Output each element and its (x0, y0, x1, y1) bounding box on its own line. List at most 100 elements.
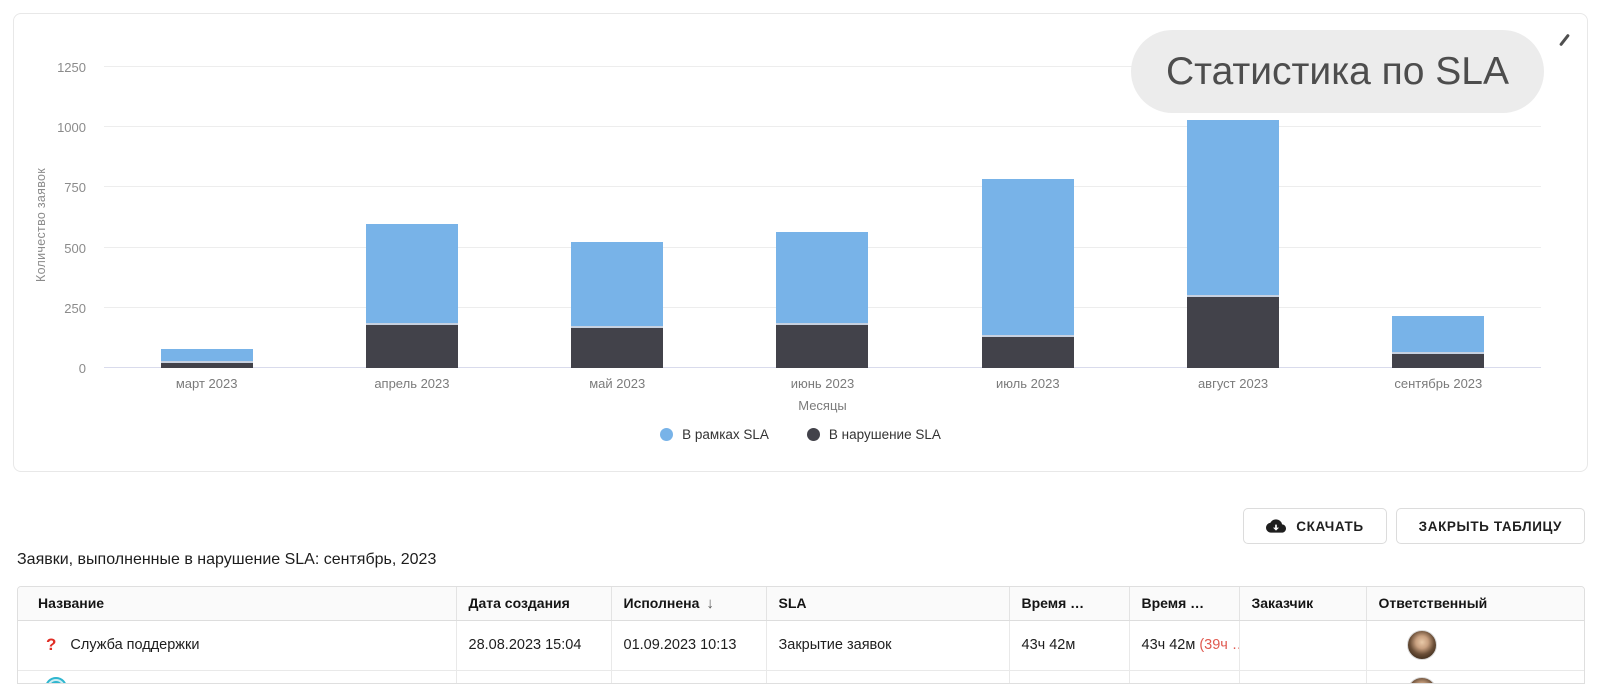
x-axis-label: июнь 2023 (790, 376, 855, 391)
column-header-label: Время … (1141, 595, 1205, 612)
column-header-label: Дата создания (468, 595, 570, 612)
x-axis-label: август 2023 (1197, 376, 1269, 391)
x-axis-title: Месяцы (798, 398, 847, 413)
table-row[interactable]: ? Служба поддержки 28.08.2023 15:04 01.0… (18, 620, 1584, 671)
status-globe-icon (45, 676, 67, 683)
table-actions: СКАЧАТЬ ЗАКРЫТЬ ТАБЛИЦУ (1243, 508, 1585, 544)
bar-slot (925, 67, 1130, 368)
y-tick-label: 500 (64, 240, 86, 256)
overdue-time: (39ч … (1199, 637, 1238, 653)
close-table-button-label: ЗАКРЫТЬ ТАБЛИЦУ (1418, 518, 1562, 534)
y-axis-ticks: 0 250 500 750 1000 1250 (14, 60, 86, 376)
stacked-bar-июнь-2023[interactable] (776, 231, 869, 368)
column-header-6[interactable]: Заказчик (1239, 587, 1367, 621)
column-header-label: Исполнена (623, 594, 700, 611)
y-tick-label: 250 (64, 300, 86, 316)
x-axis-label: сентябрь 2023 (1394, 376, 1483, 391)
x-axis-label: июль 2023 (995, 376, 1060, 391)
chart-title-tooltip: Статистика по SLA (1131, 30, 1544, 113)
bar-segment[interactable] (1392, 316, 1485, 354)
time-total-value: 43ч 42м (1141, 637, 1196, 653)
column-header-label: Время … (1021, 595, 1085, 612)
y-tick-label: 1000 (57, 120, 86, 136)
bar-segment[interactable] (981, 178, 1074, 337)
legend-dot-icon (660, 428, 674, 441)
column-header-4[interactable]: Время … (1009, 587, 1130, 621)
cell-empty (1129, 670, 1240, 683)
sla-chart-card: Количество заявок 0 250 500 750 1000 1250 мар… (13, 13, 1588, 472)
cell-name: ? Служба поддержки (18, 620, 457, 671)
bar-segment[interactable] (776, 231, 869, 325)
bar-segment[interactable] (365, 324, 458, 368)
y-tick-label: 750 (64, 180, 86, 196)
bar-segment[interactable] (365, 223, 458, 325)
cell-empty (1009, 670, 1130, 683)
column-header-label: SLA (778, 595, 807, 612)
stacked-bar-март-2023[interactable] (160, 348, 253, 368)
bar-slot (720, 67, 925, 368)
cell-empty (611, 670, 767, 683)
y-tick-label: 1250 (57, 60, 86, 75)
column-header-label: Название (38, 595, 105, 612)
close-table-button[interactable]: ЗАКРЫТЬ ТАБЛИЦУ (1395, 508, 1585, 544)
cell-name (18, 670, 457, 683)
cell-empty (766, 670, 1010, 683)
legend-item[interactable]: В рамках SLA (660, 427, 769, 442)
column-header-1[interactable]: Дата создания (456, 587, 612, 621)
table-row-partial[interactable] (18, 670, 1584, 683)
cell-responsible (1366, 620, 1584, 671)
sort-desc-icon[interactable]: ↓ (706, 594, 714, 612)
bar-segment[interactable] (571, 241, 664, 329)
plot-area (104, 66, 1541, 368)
responsible-avatar (1406, 630, 1437, 660)
column-header-label: Ответственный (1378, 595, 1488, 612)
bar-slot (1336, 67, 1541, 368)
download-button[interactable]: СКАЧАТЬ (1243, 508, 1387, 544)
cell-empty (1239, 670, 1367, 683)
issue-name: Служба поддержки (70, 637, 200, 653)
column-header-3[interactable]: SLA (766, 587, 1010, 621)
table-header-row: Название Дата создания Исполнена ↓ SLA Время … (18, 587, 1584, 621)
cloud-download-icon (1266, 516, 1287, 536)
column-header-0[interactable]: Название (18, 587, 457, 621)
responsible-avatar (1406, 676, 1437, 683)
stacked-bar-сентябрь-2023[interactable] (1392, 316, 1485, 368)
bar-segment[interactable] (1392, 353, 1485, 368)
download-button-label: СКАЧАТЬ (1296, 518, 1364, 534)
cell-sla: Закрытие заявок (766, 620, 1010, 671)
gridline-1250 (104, 66, 1541, 67)
y-tick-label: 0 (78, 361, 86, 376)
cell-customer (1239, 620, 1367, 671)
bar-slot (309, 67, 514, 368)
stacked-bar-май-2023[interactable] (571, 241, 664, 368)
x-axis-labels: март 2023 апрель 2023 май 2023 июнь 2023 июл… (104, 376, 1541, 391)
bar-segment[interactable] (776, 324, 869, 368)
chart-legend: В рамках SLA В нарушение SLA (14, 427, 1587, 442)
stacked-bar-август-2023[interactable] (1187, 119, 1280, 368)
gridline-1000 (104, 126, 1541, 128)
cell-time-spent: 43ч 42м (1009, 620, 1130, 671)
bar-segment[interactable] (160, 363, 253, 368)
x-axis-label: март 2023 (175, 376, 238, 391)
cell-time-total: 43ч 42м(39ч … (1129, 620, 1240, 671)
x-axis-label: апрель 2023 (374, 376, 450, 391)
bars-layer (104, 67, 1541, 368)
bar-segment[interactable] (571, 328, 664, 368)
legend-item[interactable]: В нарушение SLA (806, 427, 941, 442)
legend-label: В рамках SLA (682, 427, 769, 442)
bar-segment[interactable] (981, 336, 1074, 368)
column-header-2[interactable]: Исполнена ↓ (611, 587, 767, 621)
column-header-label: Заказчик (1251, 595, 1314, 612)
bar-slot (104, 67, 309, 368)
gridline-750 (104, 186, 1541, 188)
column-header-7[interactable]: Ответственный (1366, 587, 1584, 621)
stacked-bar-апрель-2023[interactable] (365, 223, 458, 368)
stacked-bar-июль-2023[interactable] (981, 178, 1074, 368)
legend-label: В нарушение SLA (828, 427, 941, 442)
bar-segment[interactable] (1187, 119, 1280, 297)
bar-segment[interactable] (160, 348, 253, 364)
bar-segment[interactable] (1187, 296, 1280, 368)
column-header-5[interactable]: Время … (1129, 587, 1240, 621)
sla-violations-table: Название Дата создания Исполнена ↓ SLA Время … (17, 586, 1585, 684)
